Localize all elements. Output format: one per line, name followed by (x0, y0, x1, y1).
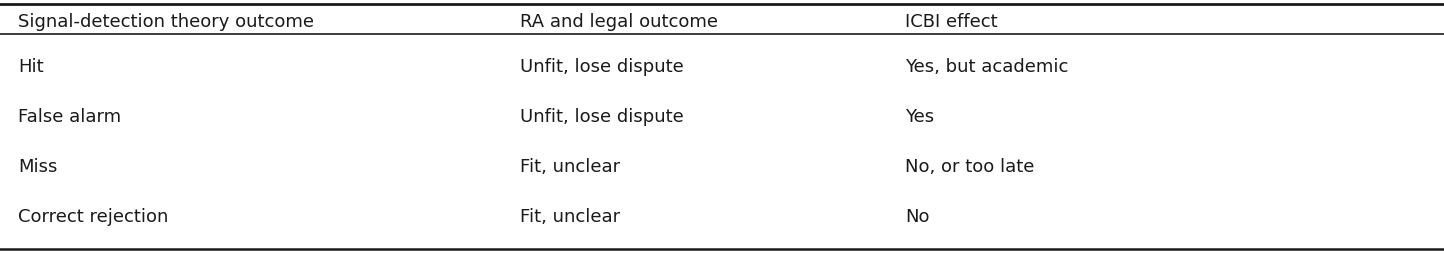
Text: Fit, unclear: Fit, unclear (520, 157, 619, 175)
Text: No, or too late: No, or too late (905, 157, 1034, 175)
Text: ICBI effect: ICBI effect (905, 13, 998, 31)
Text: Unfit, lose dispute: Unfit, lose dispute (520, 58, 684, 76)
Text: Signal-detection theory outcome: Signal-detection theory outcome (17, 13, 313, 31)
Text: Yes, but academic: Yes, but academic (905, 58, 1069, 76)
Text: No: No (905, 207, 930, 225)
Text: Yes: Yes (905, 108, 934, 125)
Text: Miss: Miss (17, 157, 58, 175)
Text: RA and legal outcome: RA and legal outcome (520, 13, 718, 31)
Text: Hit: Hit (17, 58, 43, 76)
Text: False alarm: False alarm (17, 108, 121, 125)
Text: Unfit, lose dispute: Unfit, lose dispute (520, 108, 684, 125)
Text: Fit, unclear: Fit, unclear (520, 207, 619, 225)
Text: Correct rejection: Correct rejection (17, 207, 169, 225)
